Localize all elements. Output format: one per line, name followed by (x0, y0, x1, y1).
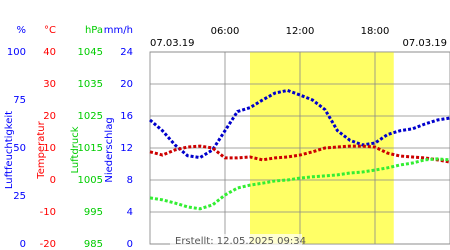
y-tick-label: 1005 (78, 175, 103, 186)
y-tick-label: 0 (20, 239, 26, 250)
y-tick-label: 50 (13, 143, 26, 154)
axis-unit: hPa (85, 25, 103, 36)
axis-title: Temperatur (36, 120, 47, 179)
series-line (149, 157, 450, 211)
y-tick-label: 1045 (78, 47, 103, 58)
y-tick-label: 0 (50, 175, 56, 186)
x-tick-label: 18:00 (361, 26, 390, 37)
created-note: Erstellt: 12.05.2025 09:34 (175, 236, 306, 247)
axis-unit: % (16, 25, 26, 36)
date-right: 07.03.19 (402, 38, 447, 49)
axis-title: Luftdruck (70, 126, 81, 173)
y-tick-label: 985 (84, 239, 103, 250)
date-left: 07.03.19 (150, 38, 195, 49)
y-tick-label: -10 (40, 207, 56, 218)
series-line (149, 88, 450, 160)
axis-title: Luftfeuchtigkeit (4, 111, 15, 189)
axis-title: Niederschlag (104, 117, 115, 182)
y-tick-label: 20 (43, 111, 56, 122)
y-tick-label: 0 (127, 239, 133, 250)
y-tick-label: 16 (120, 111, 133, 122)
y-tick-label: -20 (40, 239, 56, 250)
y-tick-label: 20 (120, 79, 133, 90)
x-tick-label: 12:00 (286, 26, 315, 37)
axis-unit: °C (44, 25, 56, 36)
y-tick-label: 1015 (78, 143, 103, 154)
y-tick-label: 4 (127, 207, 133, 218)
y-tick-label: 12 (120, 143, 133, 154)
y-tick-label: 40 (43, 47, 56, 58)
y-tick-label: 24 (120, 47, 133, 58)
y-tick-label: 1025 (78, 111, 103, 122)
y-tick-label: 100 (7, 47, 26, 58)
x-tick-label: 06:00 (211, 26, 240, 37)
axis-unit: mm/h (104, 25, 133, 36)
y-tick-label: 10 (43, 143, 56, 154)
series-line (149, 144, 450, 164)
y-tick-label: 25 (13, 191, 26, 202)
y-tick-label: 75 (13, 95, 26, 106)
y-tick-label: 1035 (78, 79, 103, 90)
y-tick-label: 30 (43, 79, 56, 90)
footer-bg (170, 234, 302, 248)
y-tick-label: 8 (127, 175, 133, 186)
y-tick-label: 995 (84, 207, 103, 218)
